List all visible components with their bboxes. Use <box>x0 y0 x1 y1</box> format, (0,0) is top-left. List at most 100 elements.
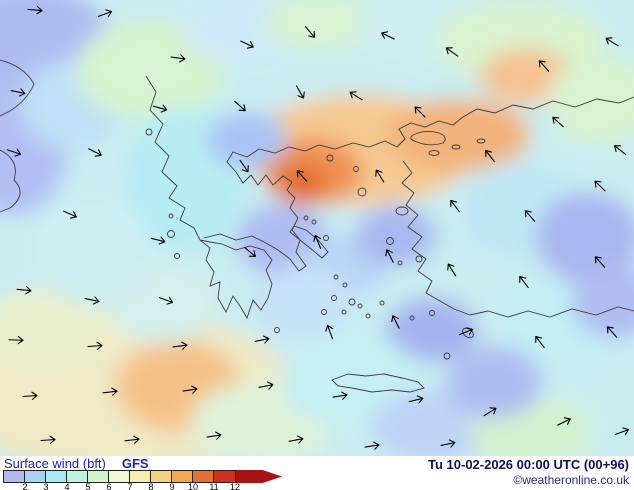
wind-arrow <box>63 210 77 219</box>
wind-arrow <box>8 335 24 345</box>
wind-arrow <box>524 210 536 222</box>
wind-arrow <box>391 315 400 329</box>
wind-arrow <box>10 88 26 97</box>
wind-arrow <box>22 391 38 400</box>
wind-arrow <box>313 234 322 250</box>
coast-euboea <box>289 225 329 259</box>
map-footer: Surface wind (bft) GFS 2 3 4 5 6 7 8 9 10 11 12 Tu … <box>0 456 634 490</box>
wind-arrow <box>557 417 571 426</box>
wind-arrow <box>258 381 274 390</box>
wind-arrow <box>172 341 188 350</box>
scale-color-box <box>25 471 46 482</box>
coast-north-aegean <box>226 140 398 186</box>
wind-arrow <box>535 335 545 349</box>
wind-arrow <box>6 148 22 157</box>
model-label: GFS <box>121 456 149 471</box>
scale-label: 7 <box>127 482 133 490</box>
wind-arrow <box>349 91 363 101</box>
scale-color-box <box>88 471 109 482</box>
wind-arrow <box>182 385 198 394</box>
wind-arrow <box>84 296 100 305</box>
wind-arrow <box>97 9 113 18</box>
wind-arrow <box>440 439 456 448</box>
wind-arrow <box>458 327 474 336</box>
coast-peloponnese <box>199 239 273 320</box>
wind-arrow <box>332 391 348 400</box>
wind-arrow <box>16 286 32 295</box>
wind-arrow <box>152 104 168 113</box>
forecast-datetime: Tu 10-02-2026 00:00 UTC (00+96) <box>428 457 629 472</box>
scale-labels: 2 3 4 5 6 7 8 9 10 11 12 <box>3 482 293 490</box>
wind-arrow <box>124 435 140 444</box>
wind-arrow <box>239 159 249 173</box>
wind-arrow <box>244 246 256 258</box>
coast-italy-heel <box>0 59 35 117</box>
wind-arrow <box>594 180 606 192</box>
wind-arrow <box>27 6 43 15</box>
wind-arrow <box>206 431 222 440</box>
wind-arrow <box>40 435 56 444</box>
scale-color-box <box>109 471 130 482</box>
scale-color-box <box>67 471 88 482</box>
wind-arrow <box>254 335 270 344</box>
wind-arrow <box>538 60 550 72</box>
wind-arrow <box>613 145 627 155</box>
wind-arrow <box>614 427 630 436</box>
scale-color-boxes <box>3 470 236 483</box>
coast-greece-west <box>145 75 201 241</box>
wind-arrow <box>240 40 254 49</box>
wind-arrow <box>102 387 118 396</box>
wind-arrow <box>150 236 166 245</box>
wind-arrow <box>606 326 618 338</box>
wind-arrow <box>450 199 460 213</box>
coast-anatolia-south <box>469 306 634 318</box>
coast-greece-east <box>203 181 307 272</box>
scale-arrow <box>236 470 282 483</box>
scale-label: 11 <box>209 482 219 490</box>
scale-label: 3 <box>43 482 49 490</box>
scale-label: 9 <box>169 482 175 490</box>
wind-arrow <box>234 100 246 112</box>
wind-arrow <box>87 341 103 350</box>
map-title: Surface wind (bft) <box>4 456 106 471</box>
scale-label: 5 <box>85 482 91 490</box>
scale-color-box <box>46 471 67 482</box>
scale-label: 10 <box>187 482 199 490</box>
scale-color-box <box>214 471 235 482</box>
coast-black-sea <box>396 96 634 148</box>
wind-arrow <box>381 31 395 40</box>
scale-color-box <box>151 471 172 482</box>
wind-arrow <box>158 296 174 305</box>
wind-speed-field <box>0 0 634 456</box>
wind-arrow <box>447 263 457 277</box>
scale-color-box <box>172 471 193 482</box>
wind-arrow <box>170 54 186 63</box>
scale-label: 2 <box>22 482 28 490</box>
wind-arrow <box>605 37 619 47</box>
scale-label: 12 <box>229 482 241 490</box>
scale-label: 6 <box>106 482 112 490</box>
coastlines <box>0 59 634 393</box>
wind-arrow <box>552 116 564 128</box>
wind-arrow <box>594 256 606 268</box>
wind-arrow <box>375 169 385 183</box>
wind-arrow <box>304 26 316 38</box>
wind-arrow <box>325 324 334 340</box>
wind-arrow <box>288 435 304 444</box>
map-title-row: Surface wind (bft) GFS <box>4 456 149 471</box>
wind-map-canvas <box>0 0 634 456</box>
wind-direction-arrows <box>6 6 630 450</box>
wind-arrow <box>414 106 426 118</box>
coast-anatolia-west <box>401 160 471 316</box>
scale-color-box <box>4 471 25 482</box>
wind-arrow <box>408 395 424 404</box>
wind-arrow <box>385 249 394 263</box>
wind-arrow <box>296 170 308 182</box>
wind-arrow <box>445 47 459 57</box>
scale-color-box <box>130 471 151 482</box>
coast-marmara <box>410 130 446 146</box>
coast-crete <box>331 373 425 393</box>
anatolia-lakes <box>428 138 486 156</box>
wind-arrow <box>519 275 529 289</box>
